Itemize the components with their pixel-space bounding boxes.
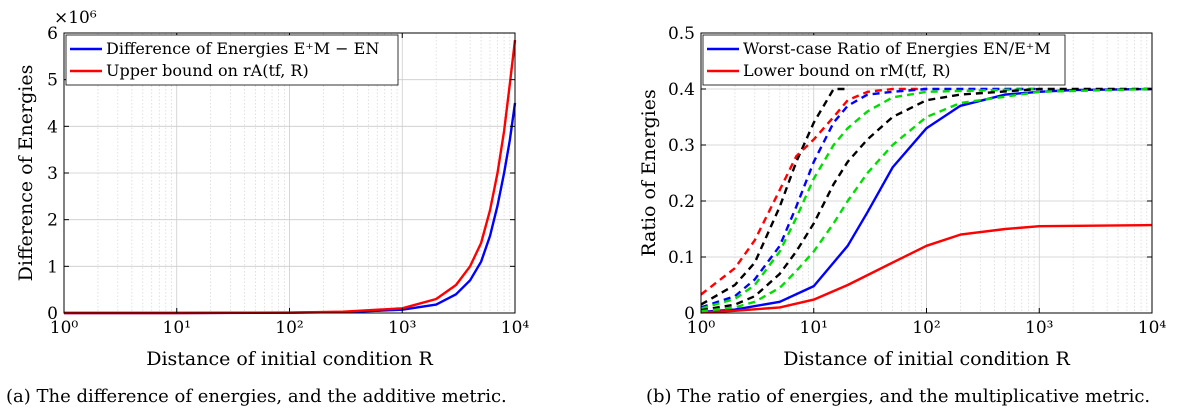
figure-caption: (b) The ratio of energies, and the multi… [646, 386, 1150, 407]
legend: Worst-case Ratio of Energies EN/E⁺M Lower… [702, 34, 1066, 86]
x-tick-label: 10² [912, 318, 940, 338]
legend-box [65, 34, 399, 86]
series-line-4 [700, 87, 1040, 309]
y-tick-label: 0.2 [668, 192, 695, 212]
x-tick-label: 10⁰ [687, 318, 716, 338]
legend-entry: Difference of Energies E⁺M − EN [106, 39, 379, 58]
y-tick-label: 0 [684, 304, 695, 324]
series-group [700, 87, 1153, 314]
y-tick-label: 0.3 [668, 136, 695, 156]
x-tick-label: 10¹ [163, 318, 191, 338]
series-line-6 [700, 87, 1152, 312]
y-tick-label: 6 [47, 24, 58, 44]
figure-caption: (a) The difference of energies, and the … [6, 386, 507, 407]
series-line-1 [700, 223, 1153, 314]
y-axis-label: Difference of Energies [15, 65, 37, 282]
legend-entry: Worst-case Ratio of Energies EN/E⁺M [743, 39, 1051, 58]
y-tick-label: 4 [47, 117, 58, 137]
legend-entry: Lower bound on rM(tf, R) [743, 61, 951, 80]
y-tick-label: 1 [47, 257, 58, 277]
y-tick-label: 3 [47, 164, 58, 184]
series-line-5 [700, 87, 1040, 310]
y-tick-label: 0 [47, 304, 58, 324]
series-line-1 [64, 39, 517, 315]
y-multiplier-label: ×10⁶ [54, 8, 97, 28]
legend: Difference of Energies E⁺M − EN Upper bou… [65, 34, 399, 86]
series-line-2 [700, 87, 848, 306]
x-tick-label: 10³ [1025, 318, 1053, 338]
x-tick-label: 10⁴ [501, 318, 530, 338]
series-line-7 [700, 87, 1153, 313]
y-tick-label: 0.4 [668, 80, 695, 100]
y-tick-label: 2 [47, 211, 58, 231]
x-tick-label: 10³ [388, 318, 416, 338]
y-tick-label: 0.5 [668, 24, 695, 44]
legend-box [702, 34, 1066, 86]
x-axis-label: Distance of initial condition R [783, 348, 1070, 370]
x-axis-label: Distance of initial condition R [146, 348, 433, 370]
x-tick-label: 10² [275, 318, 303, 338]
x-tick-label: 10¹ [800, 318, 828, 338]
x-tick-label: 10⁴ [1138, 318, 1167, 338]
chart-panel-a: 10⁰ 10¹ 10² 10³ 10⁴ 0 1 2 3 4 5 6×10⁶ Distance of in… [6, 8, 529, 407]
chart-panel-b: 10⁰ 10¹ 10² 10³ 10⁴ 0 0.1 0.2 0.3 0.4 0.5 Distance … [638, 24, 1166, 407]
y-tick-label: 5 [47, 71, 58, 91]
legend-entry: Upper bound on rA(tf, R) [106, 61, 309, 80]
x-tick-label: 10⁰ [50, 318, 79, 338]
grid [700, 32, 1153, 314]
y-axis-label: Ratio of Energies [638, 89, 660, 256]
y-tick-label: 0.1 [668, 248, 695, 268]
series-line-3 [700, 87, 927, 296]
